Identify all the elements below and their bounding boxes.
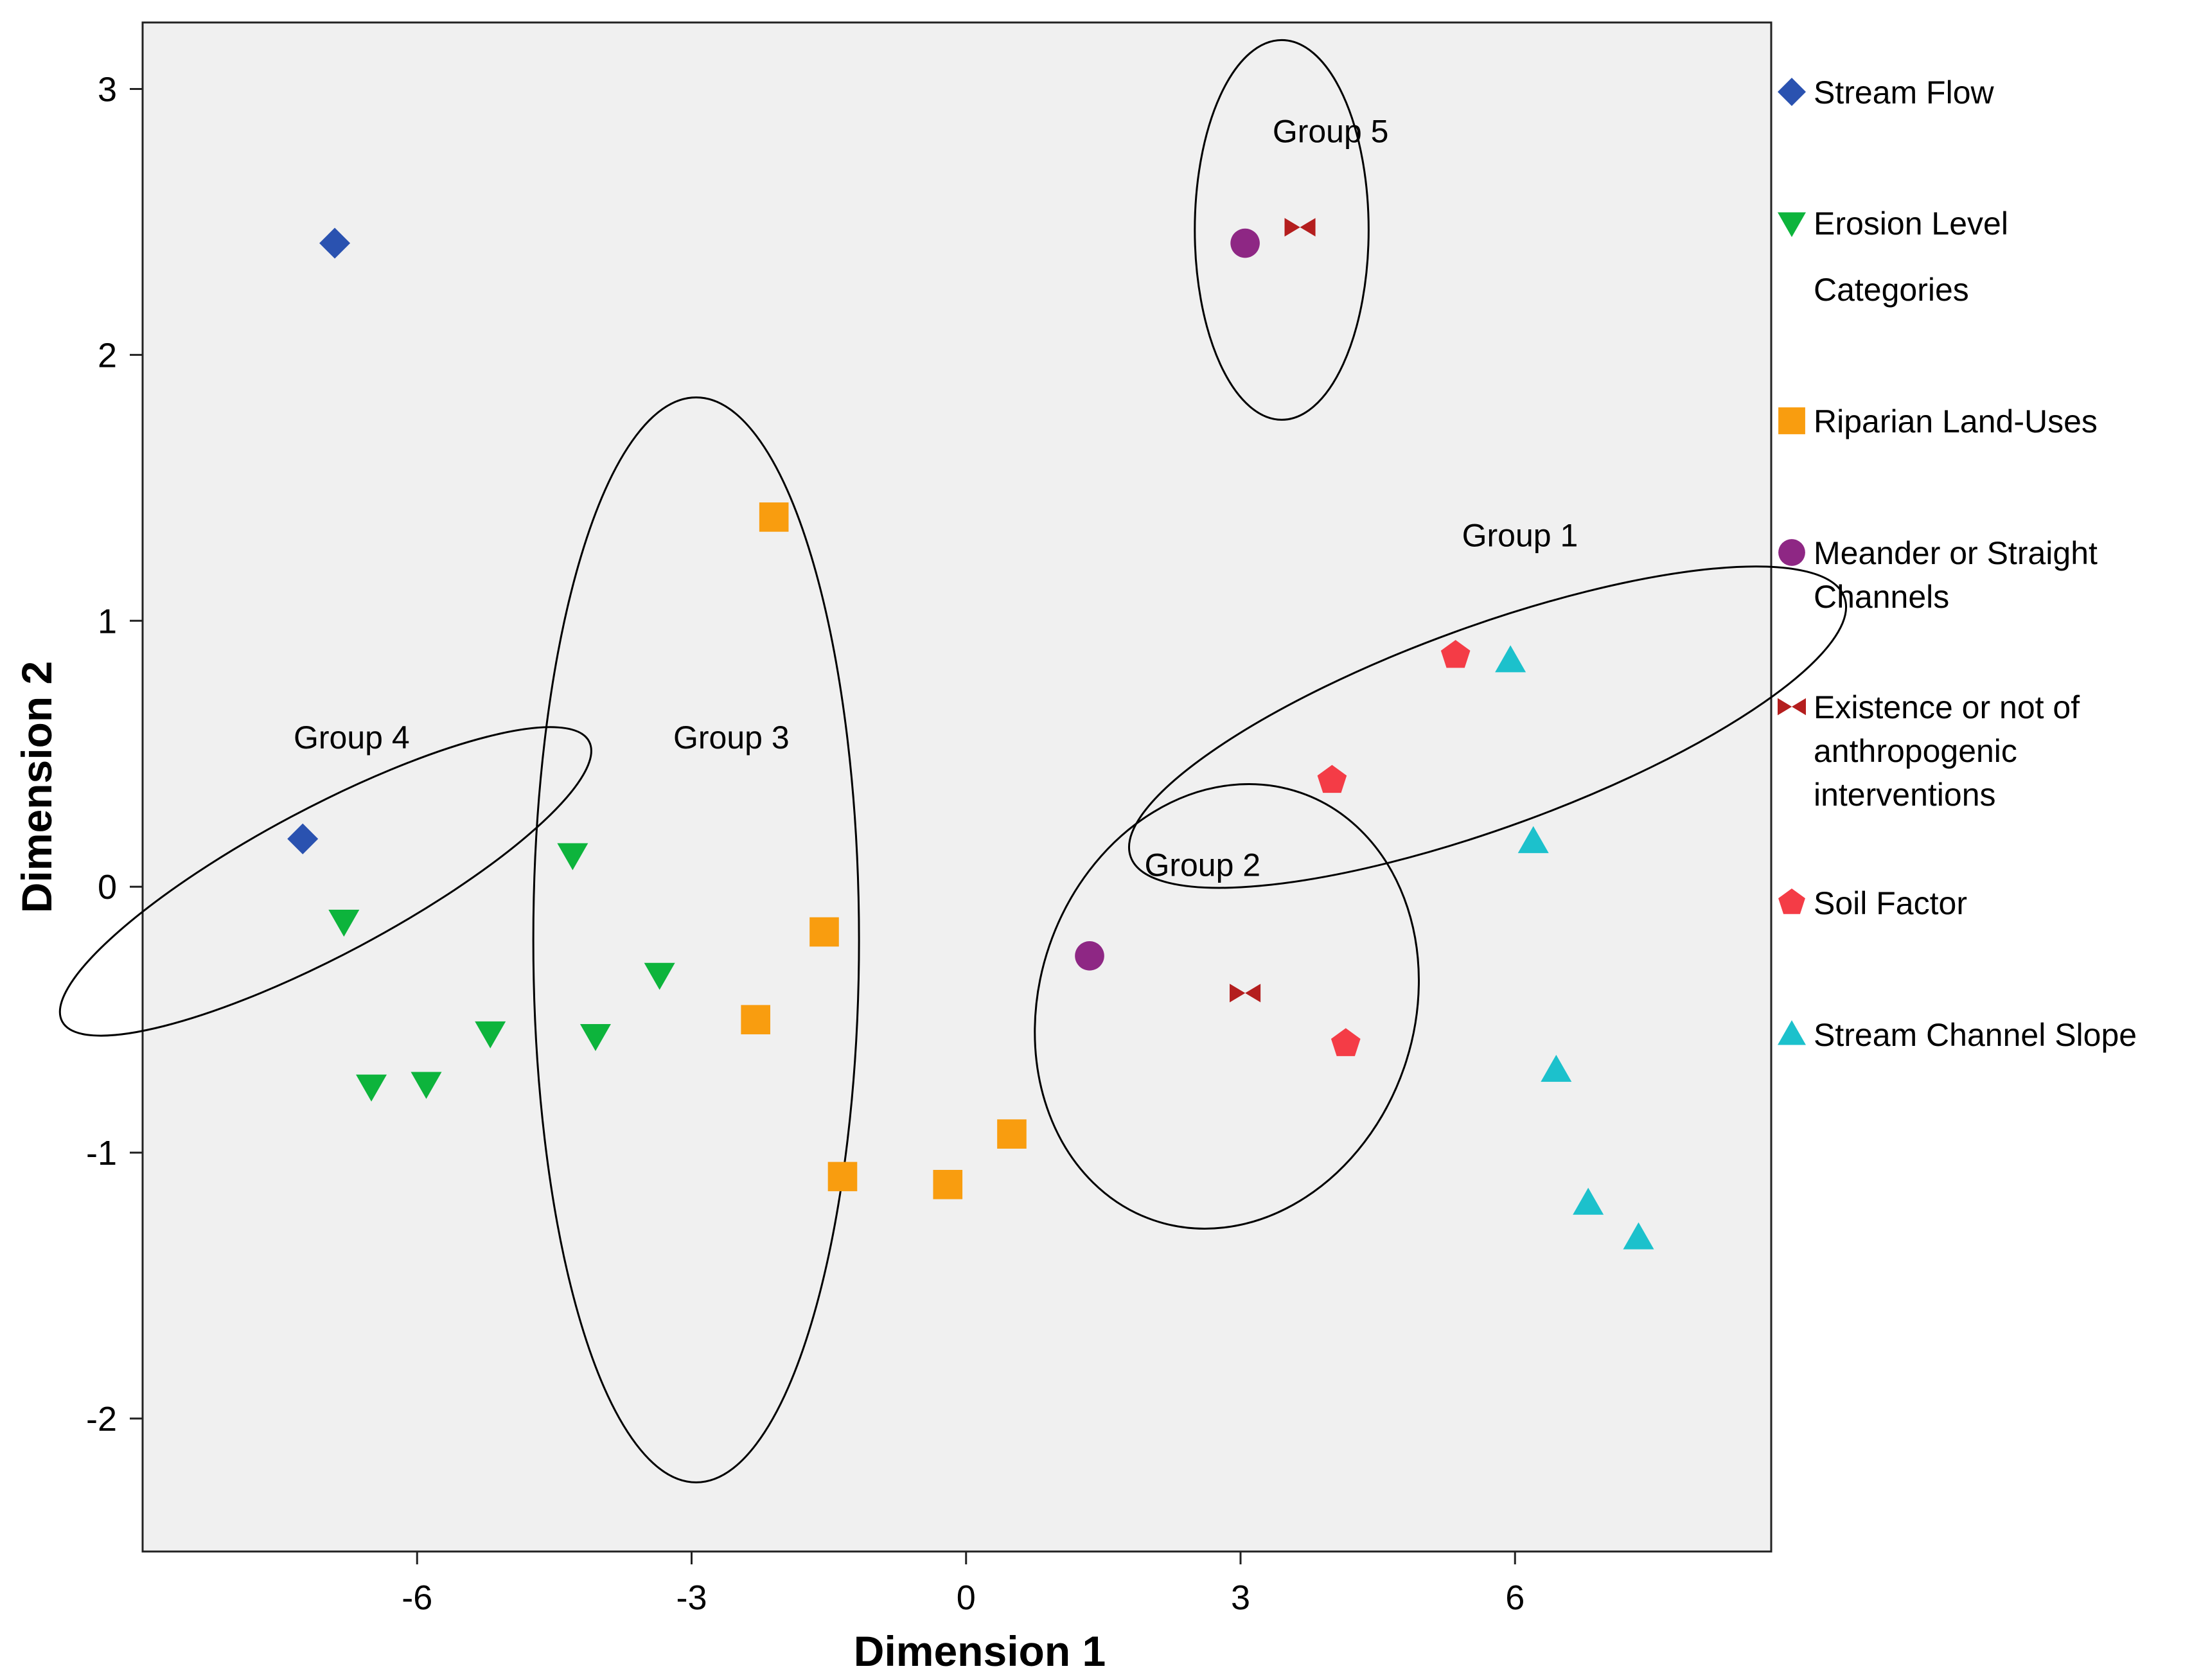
x-tick-label: -6 bbox=[402, 1578, 432, 1617]
data-point bbox=[356, 1074, 387, 1102]
legend-label: Riparian Land-Uses bbox=[1814, 403, 2098, 439]
legend-label: Meander or Straight bbox=[1814, 535, 2098, 571]
y-tick-label: 1 bbox=[98, 602, 117, 641]
legend-label: anthropogenic bbox=[1814, 733, 2017, 769]
group-ellipse bbox=[532, 396, 860, 1483]
data-point bbox=[933, 1170, 963, 1199]
data-point bbox=[557, 843, 588, 871]
data-point bbox=[1245, 984, 1261, 1003]
data-point bbox=[287, 823, 319, 854]
data-point bbox=[1495, 645, 1526, 673]
legend-label: Categories bbox=[1814, 272, 1969, 308]
data-points bbox=[287, 218, 1654, 1250]
data-point bbox=[1317, 765, 1347, 793]
data-point bbox=[319, 227, 351, 259]
x-tick-label: 6 bbox=[1505, 1578, 1525, 1617]
legend-label: Stream Flow bbox=[1814, 75, 1995, 111]
y-tick-label: 2 bbox=[98, 336, 117, 375]
data-point bbox=[759, 502, 789, 532]
group-ellipse bbox=[1194, 39, 1370, 421]
data-point bbox=[644, 962, 675, 990]
legend: Stream Flow Erosion Level Categories Ripari… bbox=[1778, 75, 2137, 1053]
legend-marker bbox=[1792, 698, 1806, 716]
data-point bbox=[1300, 218, 1316, 237]
data-point bbox=[475, 1021, 506, 1048]
x-axis-title: Dimension 1 bbox=[854, 1627, 1106, 1675]
x-tick-label: 0 bbox=[957, 1578, 976, 1617]
data-point bbox=[579, 1024, 611, 1052]
legend-marker bbox=[1778, 539, 1805, 566]
data-point bbox=[1623, 1222, 1654, 1250]
group-label: Group 2 bbox=[1144, 847, 1260, 883]
data-point bbox=[1440, 640, 1471, 668]
group-ellipse bbox=[1034, 783, 1420, 1230]
data-point bbox=[1075, 941, 1104, 971]
legend-label: Erosion Level bbox=[1814, 206, 2008, 242]
data-point bbox=[809, 917, 839, 947]
group-label: Group 5 bbox=[1273, 113, 1389, 149]
legend-marker bbox=[1778, 1020, 1806, 1045]
group-ellipse bbox=[1128, 565, 1848, 889]
y-tick-label: -1 bbox=[86, 1134, 117, 1172]
data-point bbox=[827, 1162, 858, 1192]
data-point bbox=[1517, 826, 1549, 853]
data-point bbox=[1230, 984, 1246, 1003]
legend-marker bbox=[1778, 407, 1805, 434]
legend-label: Existence or not of bbox=[1814, 689, 2080, 725]
legend-marker bbox=[1778, 889, 1805, 914]
y-tick-label: -2 bbox=[86, 1400, 117, 1438]
y-tick-label: 0 bbox=[98, 868, 117, 906]
legend-marker bbox=[1778, 212, 1806, 237]
group-label: Group 1 bbox=[1462, 517, 1578, 553]
data-point bbox=[1573, 1187, 1604, 1215]
x-tick-label: -3 bbox=[676, 1578, 707, 1617]
legend-label: Soil Factor bbox=[1814, 885, 1967, 921]
y-axis-title: Dimension 2 bbox=[13, 661, 60, 913]
legend-label: interventions bbox=[1814, 777, 1996, 813]
legend-marker bbox=[1778, 78, 1806, 106]
data-point bbox=[997, 1119, 1027, 1149]
data-point bbox=[741, 1005, 770, 1034]
y-tick-label: 3 bbox=[98, 70, 117, 109]
axis-ticks: -6 -3 0 3 6 3 2 1 0 -1 -2 bbox=[86, 70, 1525, 1617]
legend-label: Channels bbox=[1814, 579, 1949, 615]
data-point bbox=[1284, 218, 1300, 237]
group-ellipse bbox=[58, 726, 592, 1037]
group-label: Group 3 bbox=[673, 720, 790, 756]
group-label: Group 4 bbox=[294, 720, 410, 756]
legend-marker bbox=[1778, 698, 1792, 716]
group-ellipses: Group 5 Group 1 Group 2 Group 3 Group 4 bbox=[58, 39, 1848, 1483]
data-point bbox=[328, 910, 360, 937]
data-point bbox=[411, 1072, 442, 1099]
x-tick-label: 3 bbox=[1231, 1578, 1250, 1617]
data-point bbox=[1230, 228, 1260, 258]
legend-label: Stream Channel Slope bbox=[1814, 1017, 2137, 1053]
plot-area bbox=[141, 21, 1772, 1553]
data-point bbox=[1541, 1054, 1572, 1082]
data-point bbox=[1330, 1028, 1361, 1056]
